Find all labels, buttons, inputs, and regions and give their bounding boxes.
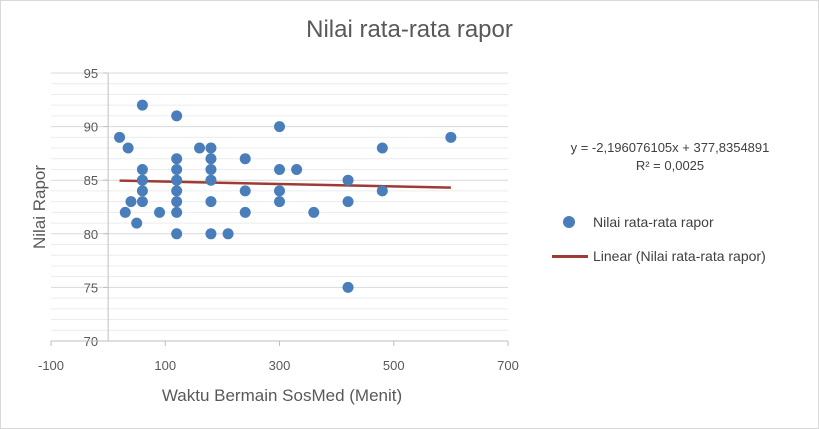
data-point [274,185,285,197]
y-tick-label: 75 [84,280,98,295]
data-point [342,174,354,186]
gridlines [51,72,508,342]
trendline [119,179,451,189]
y-tick-label: 80 [84,227,98,242]
data-point [171,185,183,197]
y-axis-label: Nilai Rapor [30,165,49,249]
data-point [376,142,388,154]
trendline-equation: y = -2,196076105x + 377,8354891 R² = 0,0… [520,139,819,175]
y-tick-label: 90 [84,120,98,135]
data-point [222,228,234,240]
equation-text: y = -2,196076105x + 377,8354891 [570,140,770,155]
data-point [171,110,183,122]
data-point [171,174,183,186]
data-point [205,196,217,208]
data-point [131,217,143,229]
data-point [291,163,303,175]
data-point [136,196,148,208]
data-point [171,228,183,240]
y-tick-label: 95 [84,66,98,81]
data-point [171,206,183,218]
legend-marker-line [552,254,588,258]
chart-title: Nilai rata-rata rapor [306,16,513,43]
data-point [136,185,148,197]
data-point [342,196,354,208]
data-point [274,196,285,208]
trendline-group [119,179,451,189]
data-point [136,174,148,186]
y-tick-label: 85 [84,173,98,188]
data-point [239,206,251,218]
data-point [376,185,388,197]
data-point [194,142,206,154]
data-point [154,206,166,218]
legend-label-trendline: Linear (Nilai rata-rata rapor) [593,248,766,264]
data-point [205,153,217,165]
x-tick-label: -100 [38,358,64,373]
data-point [205,174,217,186]
data-point [342,281,354,293]
data-point [308,206,320,218]
data-point [122,142,134,154]
x-tick-label: 300 [269,358,291,373]
x-tick-labels: -100 100 300 500 700 [38,358,519,373]
data-point [171,153,183,165]
axes [50,72,509,346]
data-point [205,228,217,240]
x-tick-label: 500 [383,358,405,373]
data-point [136,99,148,111]
data-point [239,153,251,165]
data-point [171,163,183,175]
data-point [239,185,251,197]
legend-label-series: Nilai rata-rata rapor [593,214,714,230]
x-tick-label: 700 [497,358,519,373]
legend-item-series: Nilai rata-rata rapor [552,214,714,230]
r-squared-text: R² = 0,0025 [635,158,705,173]
data-point [125,196,137,208]
data-point [205,142,217,154]
data-point [114,131,126,143]
legend-marker-dot [563,216,575,228]
x-axis-label: Waktu Bermain SosMed (Menit) [162,386,402,405]
data-point [445,131,457,143]
points-group [114,99,457,293]
x-tick-label: 100 [154,358,176,373]
data-point [136,163,148,175]
data-point [274,163,285,175]
data-point [274,121,285,133]
data-point [205,163,217,175]
data-point [171,196,183,208]
data-point [119,206,131,218]
legend-item-trendline: Linear (Nilai rata-rata rapor) [552,248,766,264]
